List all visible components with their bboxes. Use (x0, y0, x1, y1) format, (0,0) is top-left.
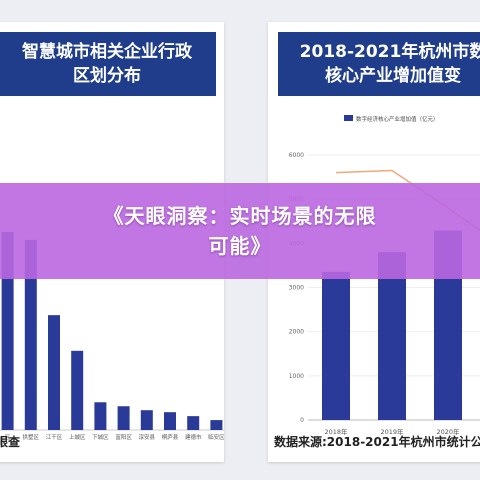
left-title-line-1: 智慧城市相关企业行政 (22, 42, 192, 62)
right-category-label: 2018年 (324, 427, 348, 436)
left-category-label: 临安区 (208, 433, 224, 441)
right-category-label: 2020年 (436, 427, 460, 436)
left-category-label: 桐庐县 (162, 433, 179, 441)
banner-line-1: 《天眼洞察：实时场景的无限 (103, 204, 377, 228)
left-category-label: 淳安县 (139, 433, 156, 441)
right-source-note: 数据来源:2018-2021年杭州市统计公报 (274, 435, 480, 449)
left-bar (1, 232, 14, 430)
left-category-label: 拱墅区 (23, 433, 40, 441)
left-chart-title: 智慧城市相关企业行政 区划分布 (0, 32, 216, 96)
left-category-label: 上城区 (69, 433, 86, 441)
right-y-tick-label: 3000 (289, 285, 304, 292)
left-category-label: 富阳区 (115, 433, 132, 441)
left-bar (187, 416, 200, 430)
left-bar (71, 350, 84, 430)
left-category-label: 建德市 (185, 433, 202, 441)
right-title-line-1: 2018-2021年杭州市数 (299, 42, 480, 62)
left-bar (48, 315, 60, 430)
right-title-line-2: 核心产业增加值变 (325, 66, 461, 86)
overlay-banner: 《天眼洞察：实时场景的无限 可能》 (0, 183, 480, 279)
legend-swatch (344, 115, 353, 121)
left-bar (24, 239, 37, 430)
left-bar (140, 410, 153, 430)
right-y-tick-label: 6000 (289, 152, 304, 159)
district-bar-chart: 区 拱墅区 江干区 上城区 下城区 富阳区 淳安县 桐庐县 建德市 临安区 (0, 232, 224, 441)
left-bar (94, 402, 107, 430)
right-bar (378, 252, 406, 420)
left-title-line-2: 区划分布 (73, 66, 141, 86)
left-category-label: 下城区 (92, 434, 109, 441)
right-y-tick-label: 0 (300, 417, 304, 424)
right-category-label: 2019年 (380, 427, 404, 436)
left-bar (164, 412, 176, 430)
right-bar (322, 271, 350, 420)
left-source-note: 眼查 (0, 435, 21, 449)
banner-line-2: 可能》 (208, 234, 272, 258)
right-chart-title: 2018-2021年杭州市数 核心产业增加值变 (278, 32, 480, 96)
left-bar (210, 420, 223, 430)
left-bar (117, 406, 130, 430)
right-y-tick-label: 1000 (289, 373, 304, 380)
legend-label: 数字经济核心产业增加值（亿元） (356, 115, 439, 123)
left-category-label: 区 (5, 434, 11, 441)
right-y-tick-label: 2000 (289, 329, 304, 336)
left-category-label: 江干区 (46, 434, 63, 441)
